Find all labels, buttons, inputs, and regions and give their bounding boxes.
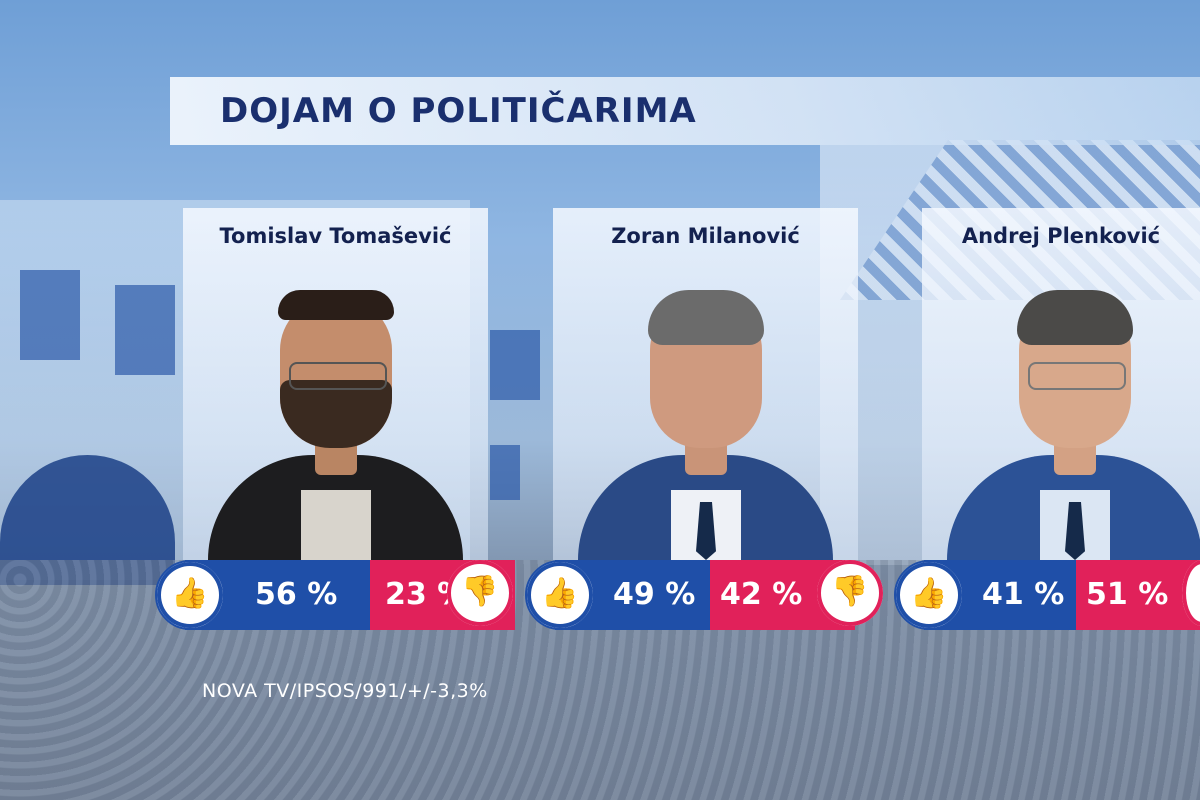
politician-name: Zoran Milanović — [611, 224, 800, 248]
politician-name: Tomislav Tomašević — [219, 224, 452, 248]
background-window — [20, 270, 80, 360]
rating-bar: 41 % 51 % 👍 — [894, 560, 1200, 630]
portrait-tie — [696, 502, 716, 560]
portrait-shirt — [301, 490, 371, 560]
portrait-photo — [183, 270, 488, 560]
portrait-photo — [922, 270, 1200, 560]
thumbs-up-icon: 👍 — [525, 560, 595, 630]
rating-bar: 56 % 23 % 👍 👎 — [155, 560, 515, 630]
like-percentage: 49 % — [613, 577, 696, 612]
background-window — [490, 445, 520, 500]
like-percentage: 41 % — [982, 577, 1065, 612]
portrait-beard — [280, 380, 392, 448]
dislike-segment: 51 % — [1076, 560, 1200, 630]
background-window — [115, 285, 175, 375]
thumbs-up-icon: 👍 — [155, 560, 225, 630]
portrait-tie — [1065, 502, 1085, 560]
dislike-percentage: 42 % — [720, 577, 803, 612]
dislike-percentage: 51 % — [1086, 577, 1169, 612]
thumbs-down-icon: 👎 — [447, 560, 513, 626]
portrait-hair — [278, 290, 394, 320]
like-percentage: 56 % — [255, 577, 338, 612]
portrait-glasses — [289, 362, 387, 390]
politician-card: Tomislav Tomašević — [183, 208, 488, 560]
rating-bar: 49 % 42 % 👍 👎 — [525, 560, 885, 630]
thumbs-down-icon — [1182, 560, 1200, 626]
portrait-glasses — [1028, 362, 1126, 390]
thumbs-down-icon: 👎 — [817, 560, 883, 626]
background-window — [490, 330, 540, 400]
source-caption: NOVA TV/IPSOS/991/+/-3,3% — [202, 680, 488, 702]
portrait-hair — [1017, 290, 1133, 345]
politician-card: Andrej Plenković — [922, 208, 1200, 560]
thumbs-up-icon: 👍 — [894, 560, 964, 630]
page-title: DOJAM O POLITIČARIMA — [220, 91, 697, 131]
politician-card: Zoran Milanović — [553, 208, 858, 560]
title-bar: DOJAM O POLITIČARIMA — [170, 77, 1200, 145]
portrait-photo — [553, 270, 858, 560]
portrait-hair — [648, 290, 764, 345]
politician-name: Andrej Plenković — [961, 224, 1161, 248]
